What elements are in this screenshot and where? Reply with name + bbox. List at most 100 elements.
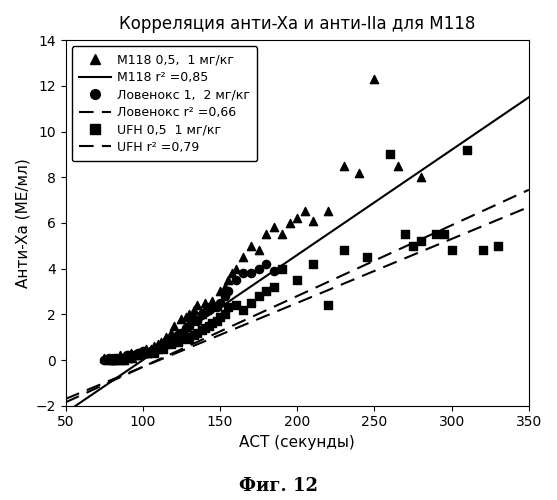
Point — [192, 301, 201, 309]
Point — [270, 267, 278, 275]
Point — [138, 347, 147, 355]
Point — [118, 354, 127, 362]
Point — [409, 242, 418, 250]
Point — [285, 219, 294, 227]
Point — [141, 344, 150, 352]
Point — [213, 301, 222, 309]
Point — [205, 322, 214, 330]
Point — [169, 322, 178, 330]
Point — [100, 356, 109, 364]
Point — [339, 246, 348, 254]
Point — [301, 208, 310, 216]
Point — [185, 336, 194, 344]
Point — [362, 253, 371, 261]
Point — [393, 162, 402, 170]
Point — [254, 246, 263, 254]
Point — [231, 264, 240, 272]
Point — [128, 352, 136, 360]
Point — [223, 288, 232, 296]
Point — [270, 283, 278, 291]
Point — [104, 354, 113, 362]
Point — [159, 344, 168, 352]
Point — [262, 288, 271, 296]
Point — [185, 322, 194, 330]
Point — [177, 328, 186, 336]
Point — [100, 354, 109, 362]
Text: Фиг. 12: Фиг. 12 — [239, 477, 318, 495]
Point — [162, 338, 170, 345]
Point — [220, 292, 229, 300]
Point — [134, 352, 143, 360]
Point — [200, 324, 209, 332]
Point — [200, 299, 209, 307]
Point — [432, 230, 441, 238]
Point — [143, 349, 152, 357]
Point — [355, 168, 364, 176]
Point — [216, 312, 224, 320]
Point — [262, 230, 271, 238]
Point — [494, 242, 502, 250]
Point — [149, 342, 158, 350]
Point — [182, 312, 190, 320]
Point — [182, 324, 190, 332]
Point — [270, 224, 278, 232]
Point — [154, 344, 163, 352]
Point — [197, 326, 206, 334]
Point — [208, 304, 217, 312]
Point — [200, 308, 209, 316]
X-axis label: АСТ (секунды): АСТ (секунды) — [240, 435, 355, 450]
Point — [169, 338, 178, 345]
Point — [166, 336, 175, 344]
Point — [115, 352, 124, 360]
Point — [231, 276, 240, 284]
Point — [308, 260, 317, 268]
Point — [254, 264, 263, 272]
Point — [239, 253, 248, 261]
Point — [208, 320, 217, 328]
Point — [192, 317, 201, 325]
Point — [370, 75, 379, 83]
Point — [162, 333, 170, 341]
Point — [123, 352, 132, 360]
Point — [205, 306, 214, 314]
Point — [157, 338, 166, 345]
Point — [262, 260, 271, 268]
Point — [126, 349, 135, 357]
Point — [177, 315, 186, 323]
Point — [223, 276, 232, 284]
Point — [118, 356, 127, 364]
Point — [146, 347, 155, 355]
Point — [447, 246, 456, 254]
Point — [416, 173, 425, 181]
Point — [208, 296, 217, 304]
Point — [120, 356, 129, 364]
Point — [169, 333, 178, 341]
Point — [197, 310, 206, 318]
Point — [324, 301, 333, 309]
Point — [108, 356, 116, 364]
Point — [247, 242, 256, 250]
Point — [308, 216, 317, 224]
Point — [185, 310, 194, 318]
Point — [134, 349, 143, 357]
Point — [174, 338, 183, 345]
Point — [401, 230, 410, 238]
Point — [228, 269, 237, 277]
Point — [111, 354, 120, 362]
Point — [239, 269, 248, 277]
Point — [189, 331, 198, 339]
Point — [189, 315, 198, 323]
Point — [108, 356, 116, 364]
Point — [189, 306, 198, 314]
Point — [134, 349, 143, 357]
Point — [478, 246, 487, 254]
Point — [293, 214, 302, 222]
Point — [138, 349, 147, 357]
Point — [247, 299, 256, 307]
Point — [126, 354, 135, 362]
Point — [149, 349, 158, 357]
Point — [166, 340, 175, 348]
Point — [115, 354, 124, 362]
Point — [223, 304, 232, 312]
Point — [216, 299, 224, 307]
